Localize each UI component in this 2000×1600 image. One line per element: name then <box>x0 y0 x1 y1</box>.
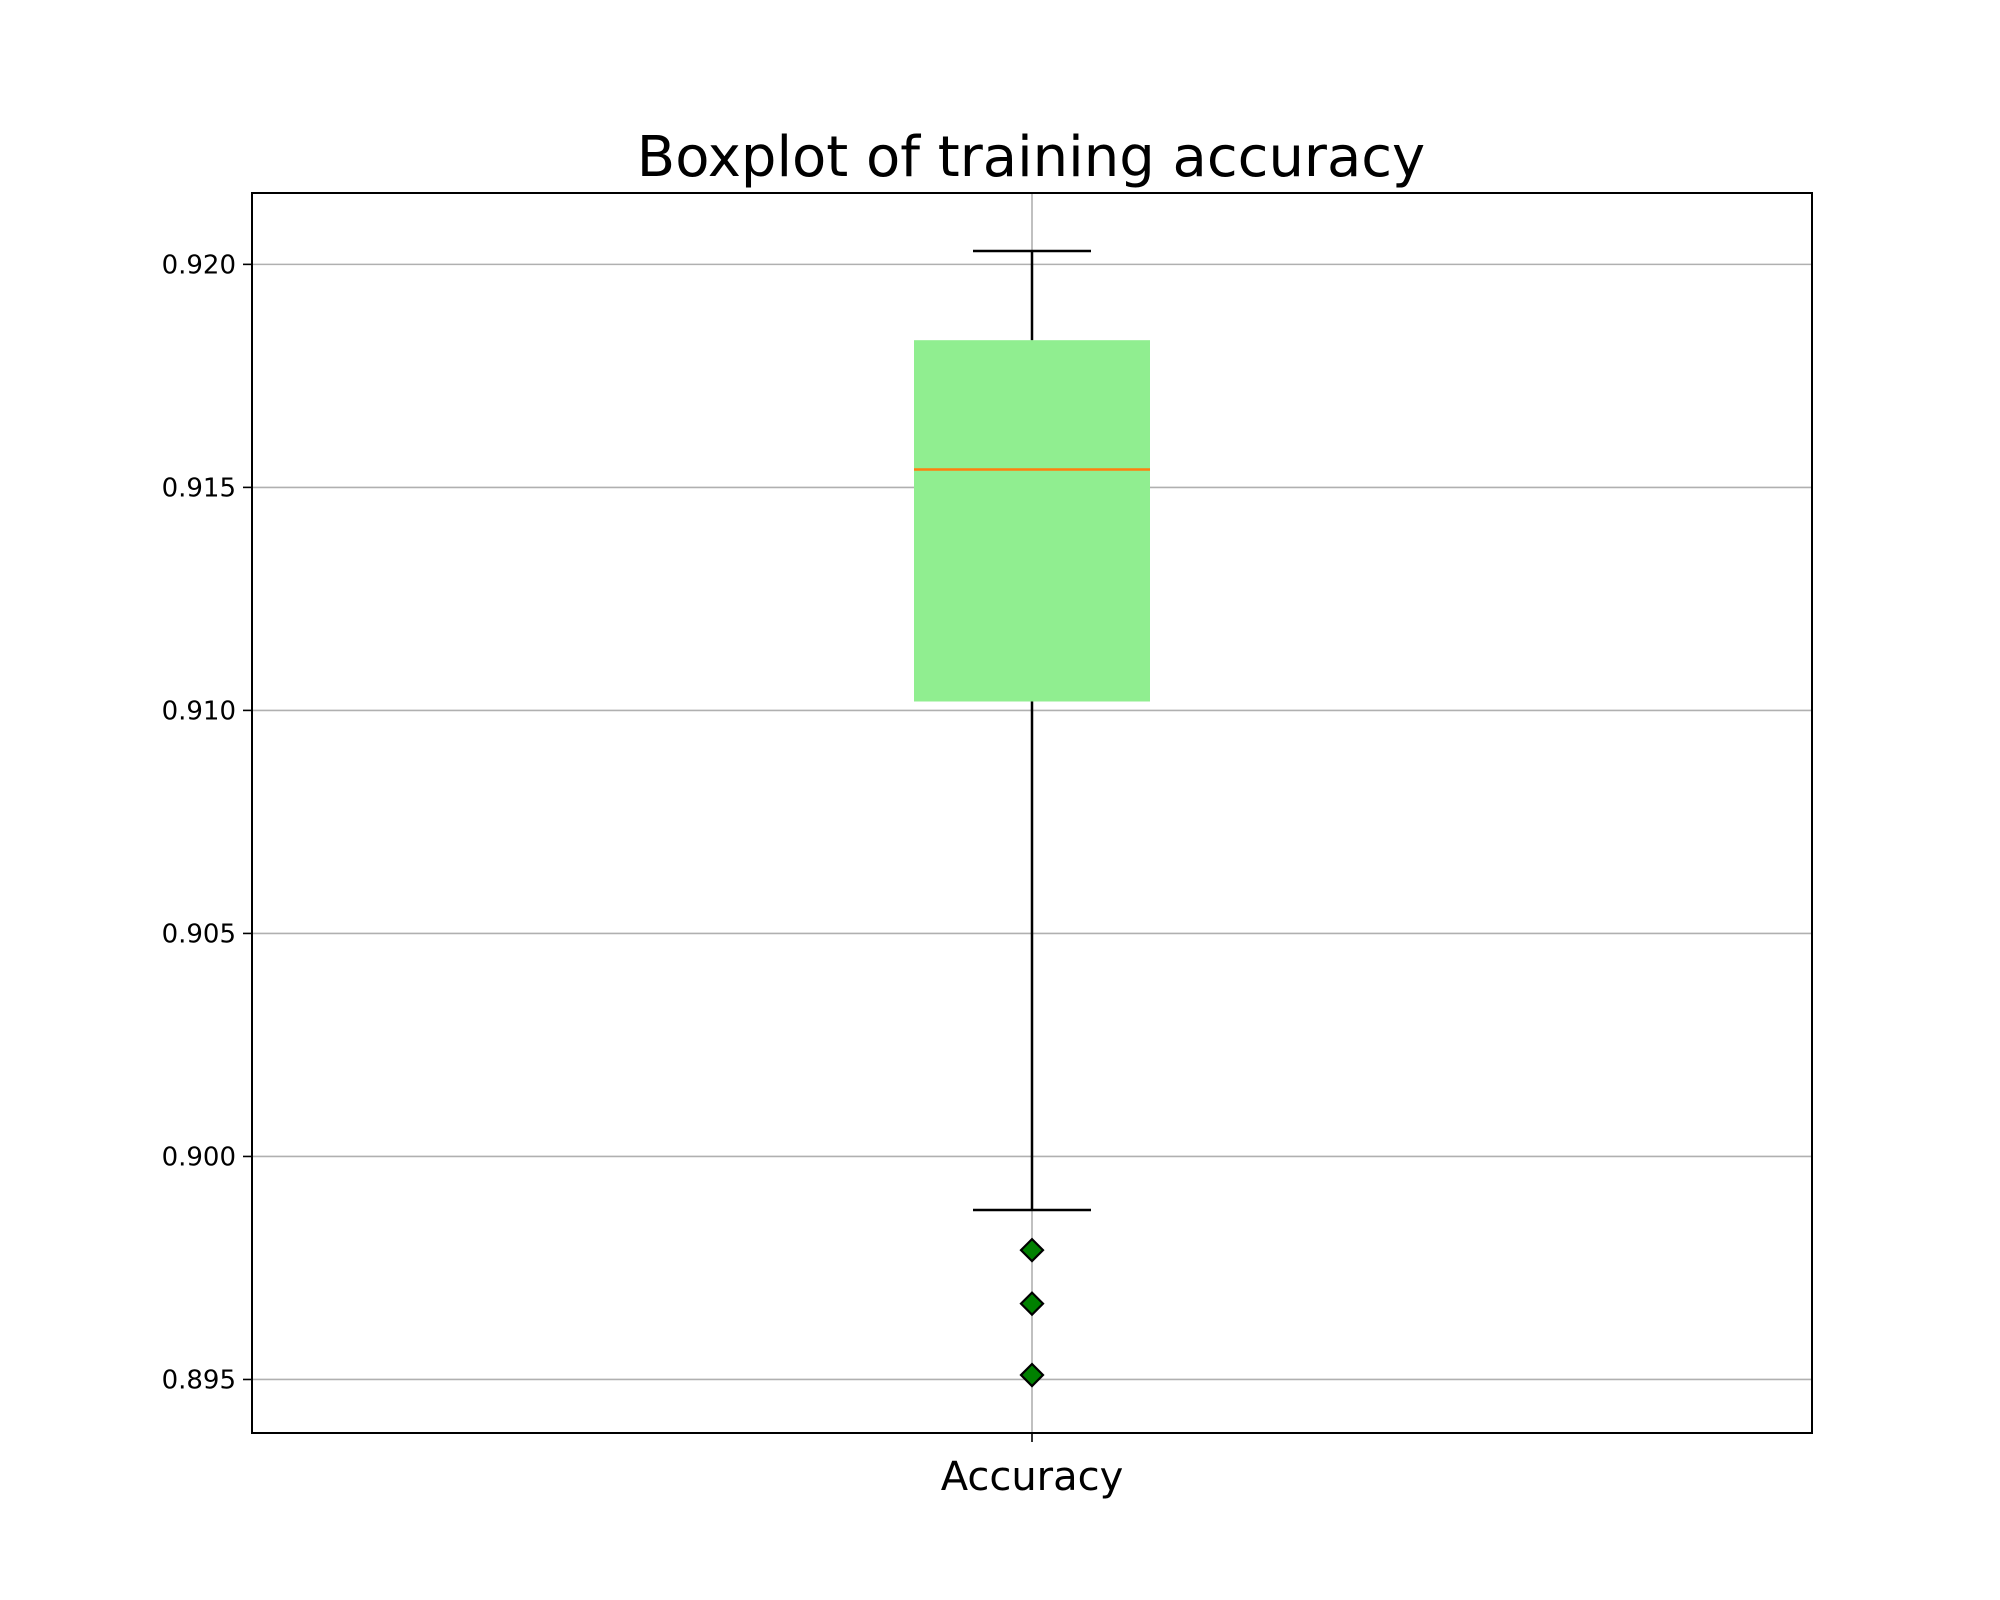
outlier-point <box>1019 1237 1045 1263</box>
y-tick-label: 0.895 <box>162 1365 236 1395</box>
axes: 0.895 0.900 0.905 0.910 0.915 0.920 Accuracy <box>162 192 1813 1500</box>
y-tick-label: 0.910 <box>162 696 236 726</box>
y-tick-label: 0.905 <box>162 919 236 949</box>
y-tick-label: 0.915 <box>162 473 236 503</box>
y-tick-label: 0.920 <box>162 250 236 280</box>
outlier-point <box>1019 1362 1045 1388</box>
y-tick-label: 0.900 <box>162 1142 236 1172</box>
plot-area <box>914 249 1150 1388</box>
x-category-label: Accuracy <box>941 1454 1124 1500</box>
iqr-box <box>914 340 1150 702</box>
chart-title: Boxplot of training accuracy <box>637 125 1425 190</box>
outlier-point <box>1019 1291 1045 1317</box>
